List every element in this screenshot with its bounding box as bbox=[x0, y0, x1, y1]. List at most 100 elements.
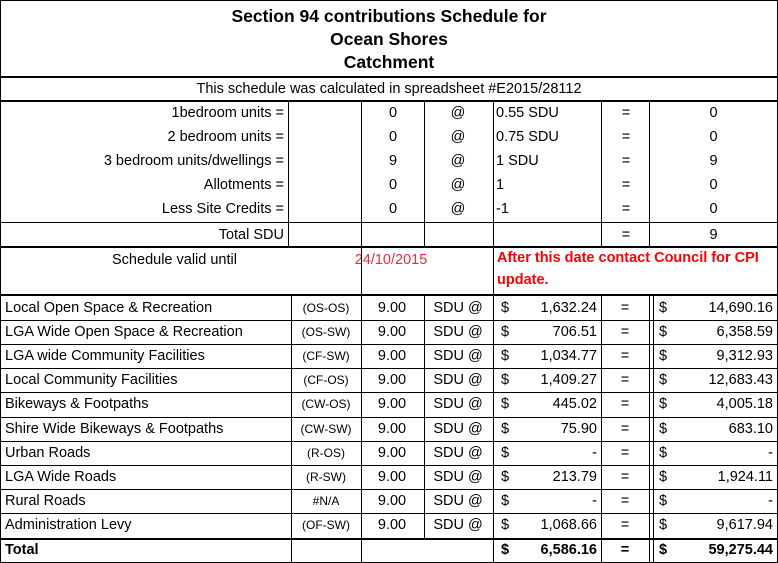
contribution-rate: 1,409.27 bbox=[540, 372, 597, 388]
unit-equals: = bbox=[621, 105, 631, 121]
contribution-currency-2: $ bbox=[659, 348, 668, 364]
contribution-code: #N/A bbox=[312, 494, 340, 508]
contribution-sdu: 9.00 bbox=[377, 324, 407, 340]
contribution-currency-2: $ bbox=[659, 469, 668, 485]
contribution-currency-2: $ bbox=[659, 493, 668, 509]
contribution-rate: - bbox=[592, 445, 597, 461]
contribution-amount: 12,683.43 bbox=[708, 372, 773, 388]
contribution-code: (CW-OS) bbox=[301, 397, 351, 411]
unit-label: Less Site Credits = bbox=[161, 201, 284, 217]
contribution-rate: 706.51 bbox=[552, 324, 597, 340]
contribution-equals: = bbox=[620, 324, 630, 340]
contribution-sdu: 9.00 bbox=[377, 396, 407, 412]
contribution-sdu: 9.00 bbox=[377, 372, 407, 388]
total-rate: 6,586.16 bbox=[540, 542, 597, 558]
contribution-rate: 1,068.66 bbox=[540, 517, 597, 533]
unit-label: 2 bedroom units = bbox=[167, 129, 284, 145]
spreadsheet-note: This schedule was calculated in spreadsh… bbox=[196, 81, 582, 97]
contribution-code: (CF-SW) bbox=[302, 349, 350, 363]
contribution-amount: 4,005.18 bbox=[716, 396, 773, 412]
unit-equals: = bbox=[621, 129, 631, 145]
total-sdu-equals: = bbox=[621, 227, 631, 243]
contribution-unit: SDU @ bbox=[433, 493, 483, 509]
contribution-code: (OF-SW) bbox=[302, 518, 350, 532]
unit-rate: -1 bbox=[496, 201, 509, 217]
contribution-equals: = bbox=[620, 445, 630, 461]
contribution-unit: SDU @ bbox=[433, 469, 483, 485]
contribution-unit: SDU @ bbox=[433, 372, 483, 388]
contribution-code: (CF-OS) bbox=[303, 373, 349, 387]
contribution-currency-2: $ bbox=[659, 300, 668, 316]
contribution-name: LGA Wide Open Space & Recreation bbox=[5, 324, 243, 340]
contribution-unit: SDU @ bbox=[433, 421, 483, 437]
contribution-amount: 1,924.11 bbox=[717, 469, 773, 485]
unit-at: @ bbox=[450, 177, 466, 193]
unit-result: 0 bbox=[709, 177, 718, 193]
total-currency-2: $ bbox=[659, 542, 668, 558]
contribution-currency: $ bbox=[501, 396, 510, 412]
contribution-code: (OS-SW) bbox=[301, 325, 351, 339]
total-amount: 59,275.44 bbox=[708, 542, 773, 558]
unit-label: 3 bedroom units/dwellings = bbox=[103, 153, 284, 169]
contribution-currency: $ bbox=[501, 421, 510, 437]
unit-count: 0 bbox=[388, 129, 398, 145]
contribution-rate: 1,034.77 bbox=[540, 348, 597, 364]
contribution-sdu: 9.00 bbox=[377, 493, 407, 509]
contribution-amount: 6,358.59 bbox=[716, 324, 773, 340]
contribution-rate: - bbox=[592, 493, 597, 509]
unit-rate: 0.55 SDU bbox=[496, 105, 559, 121]
contribution-name: Shire Wide Bikeways & Footpaths bbox=[5, 421, 224, 437]
validity-warning: After this date contact Council for CPI … bbox=[497, 250, 759, 288]
contribution-amount: 14,690.16 bbox=[708, 300, 773, 316]
contribution-currency-2: $ bbox=[659, 445, 668, 461]
contribution-currency: $ bbox=[501, 324, 510, 340]
contribution-sdu: 9.00 bbox=[377, 469, 407, 485]
contribution-equals: = bbox=[620, 300, 630, 316]
contribution-currency: $ bbox=[501, 372, 510, 388]
total-sdu-label: Total SDU bbox=[218, 227, 284, 243]
title-line-2: Ocean Shores bbox=[330, 29, 448, 49]
contribution-currency-2: $ bbox=[659, 372, 668, 388]
contribution-name: Administration Levy bbox=[5, 517, 132, 533]
contribution-unit: SDU @ bbox=[433, 517, 483, 533]
contribution-code: (R-SW) bbox=[306, 470, 346, 484]
contribution-name: Rural Roads bbox=[5, 493, 86, 509]
contribution-unit: SDU @ bbox=[433, 324, 483, 340]
contribution-currency: $ bbox=[501, 300, 510, 316]
contribution-sdu: 9.00 bbox=[377, 348, 407, 364]
contribution-equals: = bbox=[620, 372, 630, 388]
contribution-unit: SDU @ bbox=[433, 445, 483, 461]
unit-result: 0 bbox=[709, 201, 718, 217]
contribution-currency: $ bbox=[501, 469, 510, 485]
unit-count: 0 bbox=[388, 105, 398, 121]
contribution-code: (R-OS) bbox=[307, 446, 345, 460]
unit-count: 9 bbox=[388, 153, 398, 169]
unit-result: 0 bbox=[709, 129, 718, 145]
contribution-currency: $ bbox=[501, 517, 510, 533]
title-line-3: Catchment bbox=[343, 52, 435, 72]
contribution-sdu: 9.00 bbox=[377, 421, 407, 437]
contribution-name: Bikeways & Footpaths bbox=[5, 396, 149, 412]
contribution-currency-2: $ bbox=[659, 517, 668, 533]
contribution-equals: = bbox=[620, 396, 630, 412]
contribution-amount: 9,617.94 bbox=[716, 517, 773, 533]
contribution-unit: SDU @ bbox=[433, 396, 483, 412]
contribution-amount: - bbox=[768, 493, 773, 509]
unit-result: 0 bbox=[709, 105, 718, 121]
unit-equals: = bbox=[621, 201, 631, 217]
unit-at: @ bbox=[450, 201, 466, 217]
total-sdu-value: 9 bbox=[709, 227, 718, 243]
contribution-currency-2: $ bbox=[659, 396, 668, 412]
contribution-currency: $ bbox=[501, 445, 510, 461]
contribution-sdu: 9.00 bbox=[377, 517, 407, 533]
unit-at: @ bbox=[450, 105, 466, 121]
contribution-currency: $ bbox=[501, 348, 510, 364]
unit-equals: = bbox=[621, 177, 631, 193]
unit-count: 0 bbox=[388, 177, 398, 193]
contribution-currency-2: $ bbox=[659, 421, 668, 437]
unit-rate: 1 SDU bbox=[496, 153, 539, 169]
contribution-name: Urban Roads bbox=[5, 445, 91, 461]
contribution-unit: SDU @ bbox=[433, 348, 483, 364]
contribution-equals: = bbox=[620, 517, 630, 533]
contribution-equals: = bbox=[620, 421, 630, 437]
